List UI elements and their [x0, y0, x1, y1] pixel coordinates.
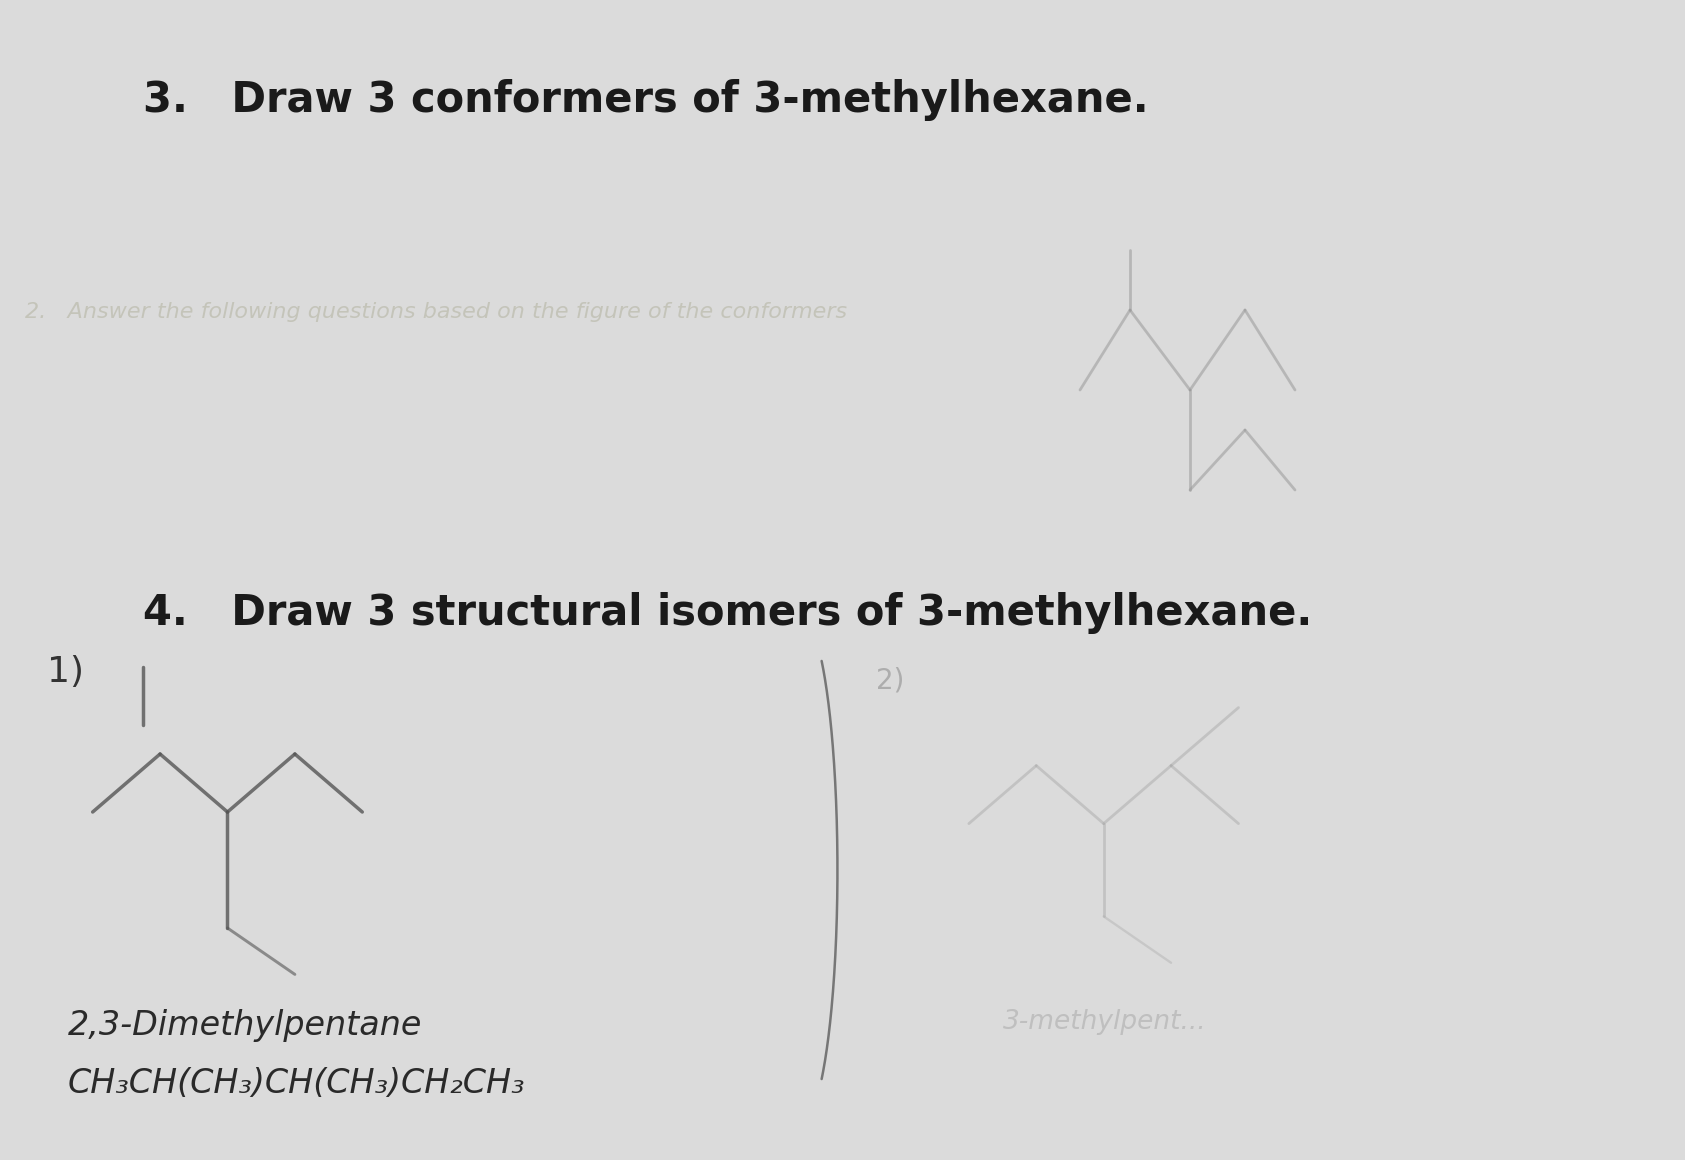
- Text: 3-methylpent...: 3-methylpent...: [1003, 1009, 1206, 1035]
- Text: 2.   Answer the following questions based on the figure of the conformers: 2. Answer the following questions based …: [25, 302, 848, 321]
- Text: 3.   Draw 3 conformers of 3-methylhexane.: 3. Draw 3 conformers of 3-methylhexane.: [143, 79, 1149, 121]
- Text: 2): 2): [876, 667, 905, 695]
- Text: CH₃CH(CH₃)CH(CH₃)CH₂CH₃: CH₃CH(CH₃)CH(CH₃)CH₂CH₃: [67, 1067, 526, 1100]
- Text: 1): 1): [47, 655, 84, 689]
- Text: 4.   Draw 3 structural isomers of 3-methylhexane.: 4. Draw 3 structural isomers of 3-methyl…: [143, 592, 1313, 633]
- Text: 2,3-Dimethylpentane: 2,3-Dimethylpentane: [67, 1009, 421, 1042]
